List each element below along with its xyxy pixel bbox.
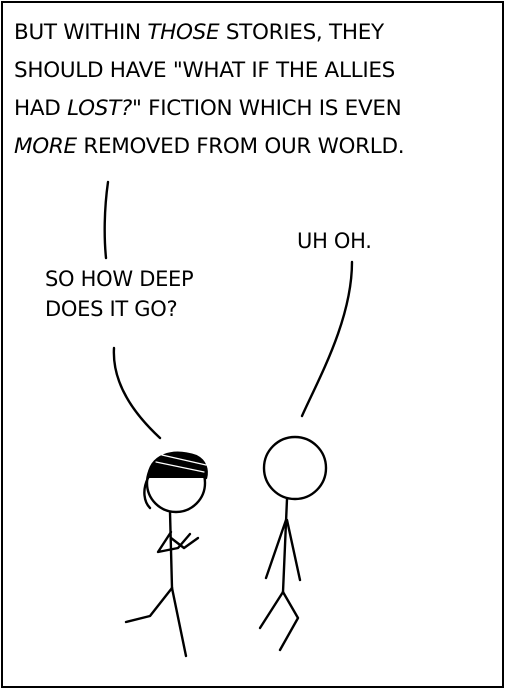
caption-line-1: BUT WITHIN THOSE STORIES, THEY	[14, 14, 490, 52]
speech-left-line-2: DOES IT GO?	[45, 297, 178, 321]
caption-line-3-start: HAD	[14, 96, 68, 121]
caption-line-1-end: STORIES, THEY	[219, 20, 384, 45]
caption-line-1-start: BUT WITHIN	[14, 20, 148, 45]
caption-line-3-emphasis: LOST?	[67, 96, 133, 121]
caption-line-1-emphasis: THOSE	[147, 20, 220, 45]
caption-line-2: SHOULD HAVE "WHAT IF THE ALLIES	[14, 58, 395, 83]
caption-line-4-emphasis: MORE	[14, 134, 77, 159]
speech-right: UH OH.	[297, 226, 372, 256]
caption-line-3: HAD LOST?" FICTION WHICH IS EVEN	[14, 90, 490, 128]
caption-line-3-end: " FICTION WHICH IS EVEN	[132, 96, 402, 121]
caption-text: BUT WITHIN THOSE STORIES, THEY SHOULD HA…	[14, 14, 490, 166]
caption-line-4-end: REMOVED FROM OUR WORLD.	[76, 134, 405, 159]
speech-left-line-1: SO HOW DEEP	[45, 267, 194, 291]
caption-line-4: MORE REMOVED FROM OUR WORLD.	[14, 128, 490, 166]
speech-left: SO HOW DEEP DOES IT GO?	[45, 264, 194, 324]
speech-right-line-1: UH OH.	[297, 229, 372, 253]
